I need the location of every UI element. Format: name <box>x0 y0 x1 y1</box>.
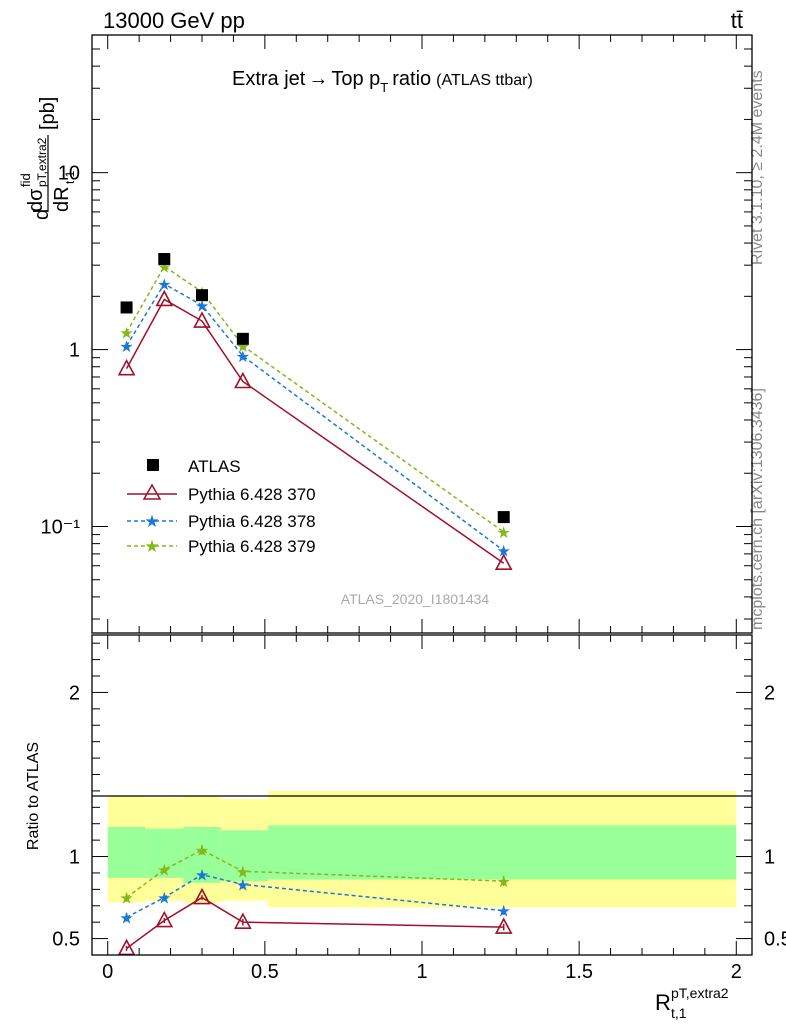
legend-marker-370 <box>142 483 162 500</box>
series-point: ★ <box>236 349 250 366</box>
ratio-point: ★ <box>497 904 511 921</box>
ratio-point <box>494 917 513 934</box>
series-point <box>155 289 174 307</box>
series-line <box>125 282 505 552</box>
series-point: ★ <box>157 277 171 294</box>
ratio-point: ★ <box>157 891 171 908</box>
data-point <box>497 511 510 524</box>
ratio-point: ★ <box>236 864 250 881</box>
ratio-point <box>234 912 252 929</box>
ratio-point: ★ <box>195 868 209 885</box>
x-tick-label: 1.5 <box>565 961 593 983</box>
rivet-version-text: Rivet 3.1.10, ≥ 2.4M events <box>749 70 766 265</box>
ratio-tick-label: 0.5 <box>764 929 786 951</box>
svg-text:dσ: dσ <box>25 188 47 212</box>
ratio-frame <box>91 634 753 956</box>
legend-label-data: ATLAS <box>188 457 241 476</box>
x-tick-label: 2 <box>731 961 742 983</box>
legend-label-378: Pythia 6.428 378 <box>188 512 316 531</box>
ratio-panel: ★★★★★★★★★★ 0.50.51122 00.511.52 <box>52 634 786 983</box>
legend-marker-data <box>147 459 159 471</box>
ratio-point: ★ <box>195 843 209 860</box>
ratio-tick-label: 1 <box>764 847 775 869</box>
data-point <box>158 253 171 266</box>
svg-text:dR: dR <box>51 186 73 212</box>
y-tick-label: 10 <box>58 163 80 185</box>
legend-label-379: Pythia 6.428 379 <box>188 537 316 556</box>
x-tick-label: 1 <box>416 961 427 983</box>
svg-text:pT,extra2: pT,extra2 <box>35 137 49 187</box>
ratio-tick-label: 2 <box>764 682 775 704</box>
series-point: ★ <box>497 544 511 561</box>
ratio-point <box>155 910 174 928</box>
svg-text:pT,extra2: pT,extra2 <box>671 985 729 1001</box>
ratio-point: ★ <box>119 891 133 908</box>
main-frame <box>91 34 753 634</box>
series-point: ★ <box>119 339 133 356</box>
header-final-state: tt̄ <box>731 8 743 33</box>
ratio-band-inner <box>268 825 737 880</box>
ratio-y-axis-label: Ratio to ATLAS <box>25 742 42 850</box>
ratio-band-inner <box>107 827 146 878</box>
series-point <box>234 371 252 389</box>
series-point <box>494 553 513 571</box>
series-point <box>117 358 136 376</box>
ratio-band-inner <box>220 830 268 882</box>
y-tick-label: 1 <box>69 340 80 362</box>
ratio-tick-label: 2 <box>69 682 80 704</box>
header-process: 13000 GeV pp <box>103 8 245 33</box>
x-axis-label: R pT,extra2 t,1 <box>655 985 729 1021</box>
svg-text:t,1: t,1 <box>671 1005 687 1021</box>
svg-text:d: d <box>31 209 53 220</box>
y-tick-label: 10⁻¹ <box>41 516 81 538</box>
svg-text:[pb]: [pb] <box>37 97 59 130</box>
svg-text:fid: fid <box>18 173 33 187</box>
ratio-line <box>126 849 504 899</box>
plot-title: Extra jet → Top pT ratio (ATLAS ttbar) <box>232 68 533 95</box>
main-y-axis-label: d dσ fid pT,extra2 dR t,1 [pb] <box>18 97 77 220</box>
legend-label-370: Pythia 6.428 370 <box>188 485 316 504</box>
series-point <box>193 311 211 328</box>
series-point: ★ <box>119 325 133 342</box>
x-tick-label: 0 <box>102 961 113 983</box>
data-point <box>236 332 249 345</box>
svg-text:R: R <box>655 990 671 1015</box>
ratio-point <box>193 887 211 905</box>
x-tick-label: 0.5 <box>251 961 279 983</box>
ratio-tick-label: 0.5 <box>52 929 80 951</box>
ratio-point: ★ <box>497 874 511 891</box>
mcplots-source-text: mcplots.cern.ch [arXiv:1306.3436] <box>749 388 766 630</box>
series-point: ★ <box>195 298 209 315</box>
ratio-tick-label: 1 <box>69 847 80 869</box>
legend-marker-378: ★ <box>144 512 159 531</box>
ratio-point: ★ <box>119 910 133 927</box>
series-line <box>125 298 505 564</box>
svg-text:t,1: t,1 <box>63 170 77 184</box>
legend: ATLAS Pythia 6.428 370 ★ Pythia 6.428 37… <box>127 457 316 556</box>
ratio-point: ★ <box>236 877 250 894</box>
data-point <box>120 301 133 314</box>
legend-marker-379: ★ <box>144 537 159 556</box>
series-point: ★ <box>497 525 511 542</box>
data-point <box>196 289 208 302</box>
ratio-point: ★ <box>157 863 171 880</box>
analysis-watermark: ATLAS_2020_I1801434 <box>341 591 490 607</box>
